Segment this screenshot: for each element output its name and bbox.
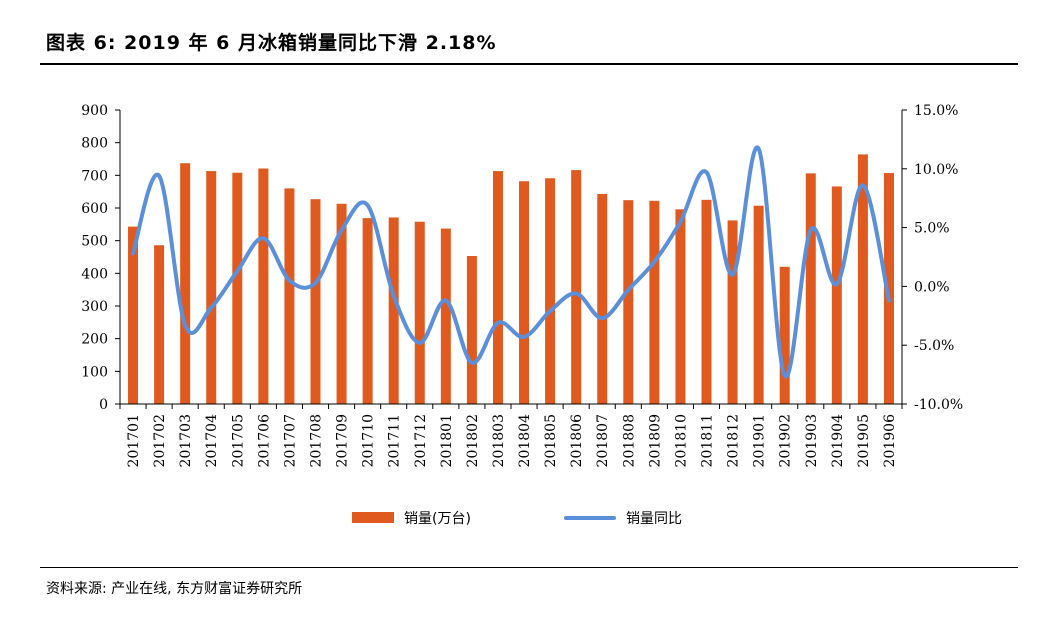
legend-label-yoy: 销量同比 bbox=[626, 511, 682, 527]
bar bbox=[232, 172, 243, 404]
bar bbox=[571, 170, 582, 404]
x-tick-label: 201804 bbox=[517, 414, 533, 468]
yoy-line bbox=[131, 145, 891, 379]
y-left-tick-label: 900 bbox=[81, 103, 108, 119]
bar bbox=[597, 193, 608, 404]
y-left-tick-label: 300 bbox=[81, 299, 108, 315]
y-left-tick-label: 500 bbox=[81, 234, 108, 250]
y-left-tick-label: 400 bbox=[81, 266, 108, 282]
bar bbox=[883, 173, 894, 404]
bar bbox=[519, 181, 530, 404]
bar bbox=[362, 218, 373, 404]
bar bbox=[831, 186, 842, 404]
y-right-tick-label: 10.0% bbox=[914, 162, 958, 178]
x-tick-label: 201902 bbox=[778, 414, 794, 467]
x-tick-label: 201704 bbox=[204, 414, 220, 468]
x-tick-label: 201802 bbox=[465, 414, 481, 467]
x-tick-label: 201811 bbox=[700, 414, 716, 467]
x-tick-label: 201708 bbox=[309, 414, 325, 467]
y-left-tick-label: 200 bbox=[81, 332, 108, 348]
y-right-tick-label: 5.0% bbox=[914, 221, 950, 237]
bar bbox=[857, 154, 868, 404]
x-tick-label: 201810 bbox=[673, 414, 689, 467]
x-tick-label: 201903 bbox=[804, 414, 820, 467]
chart: 0 100 200 300 400 500 600 700 800 900 -10.0% -5.0% 0… bbox=[81, 103, 963, 527]
x-tick-label: 201705 bbox=[230, 414, 246, 467]
y-right-tick-label: -10.0% bbox=[914, 397, 963, 413]
y-left-tick-label: 100 bbox=[81, 364, 108, 380]
bar bbox=[414, 221, 425, 404]
bar bbox=[180, 163, 191, 404]
y-right-tick-label: -5.0% bbox=[914, 338, 954, 354]
bar bbox=[649, 200, 660, 404]
bar bbox=[440, 228, 451, 404]
bar bbox=[492, 171, 503, 404]
x-tick-label: 201712 bbox=[413, 414, 429, 467]
bar bbox=[545, 178, 556, 404]
x-tick-label: 201707 bbox=[282, 414, 298, 467]
legend-label-sales: 销量(万台) bbox=[404, 511, 471, 527]
bar bbox=[388, 217, 399, 404]
x-tick-label: 201706 bbox=[256, 414, 272, 468]
bar bbox=[466, 256, 477, 404]
x-tick-label: 201901 bbox=[752, 414, 768, 467]
x-tick-label: 201701 bbox=[126, 414, 142, 467]
bar bbox=[310, 199, 321, 404]
x-tick-label: 201906 bbox=[882, 414, 898, 468]
y-left-tick-label: 600 bbox=[81, 201, 108, 217]
bar bbox=[284, 188, 295, 404]
legend-bar-swatch bbox=[352, 512, 394, 523]
y-left-tick-label: 700 bbox=[81, 168, 108, 184]
bar bbox=[779, 266, 790, 404]
x-tick-label: 201709 bbox=[335, 414, 351, 467]
x-tick-label: 201702 bbox=[152, 414, 168, 467]
footer-rule bbox=[40, 567, 1018, 568]
y-right-tick-label: 15.0% bbox=[914, 103, 958, 119]
y-left-tick-label: 800 bbox=[81, 136, 108, 152]
bar bbox=[128, 226, 139, 404]
x-tick-label: 201703 bbox=[178, 414, 194, 467]
y-left-tick-label: 0 bbox=[99, 397, 108, 413]
x-tick-label: 201809 bbox=[647, 414, 663, 467]
x-tick-label: 201904 bbox=[830, 414, 846, 468]
bar bbox=[753, 205, 764, 404]
bar bbox=[154, 245, 165, 404]
bar bbox=[675, 209, 686, 404]
bar bbox=[701, 199, 712, 404]
y-right-tick-label: 0.0% bbox=[914, 279, 950, 295]
x-tick-label: 201710 bbox=[361, 414, 377, 467]
x-tick-label: 201803 bbox=[491, 414, 507, 467]
x-tick-label: 201711 bbox=[387, 414, 403, 467]
x-tick-label: 201905 bbox=[856, 414, 872, 467]
bar bbox=[727, 220, 738, 404]
bar bbox=[336, 203, 347, 404]
title-rule bbox=[40, 63, 1018, 65]
chart-title: 图表 6: 2019 年 6 月冰箱销量同比下滑 2.18% bbox=[46, 32, 497, 54]
source-note: 资料来源: 产业在线, 东方财富证券研究所 bbox=[46, 581, 303, 597]
x-tick-label: 201808 bbox=[621, 414, 637, 467]
x-tick-label: 201812 bbox=[726, 414, 742, 467]
x-tick-label: 201801 bbox=[439, 414, 455, 467]
bar bbox=[805, 173, 816, 404]
x-tick-label: 201807 bbox=[595, 414, 611, 467]
bar bbox=[623, 200, 634, 404]
x-tick-label: 201805 bbox=[543, 414, 559, 467]
bar bbox=[258, 168, 269, 404]
bar bbox=[206, 171, 217, 404]
x-tick-label: 201806 bbox=[569, 414, 585, 468]
